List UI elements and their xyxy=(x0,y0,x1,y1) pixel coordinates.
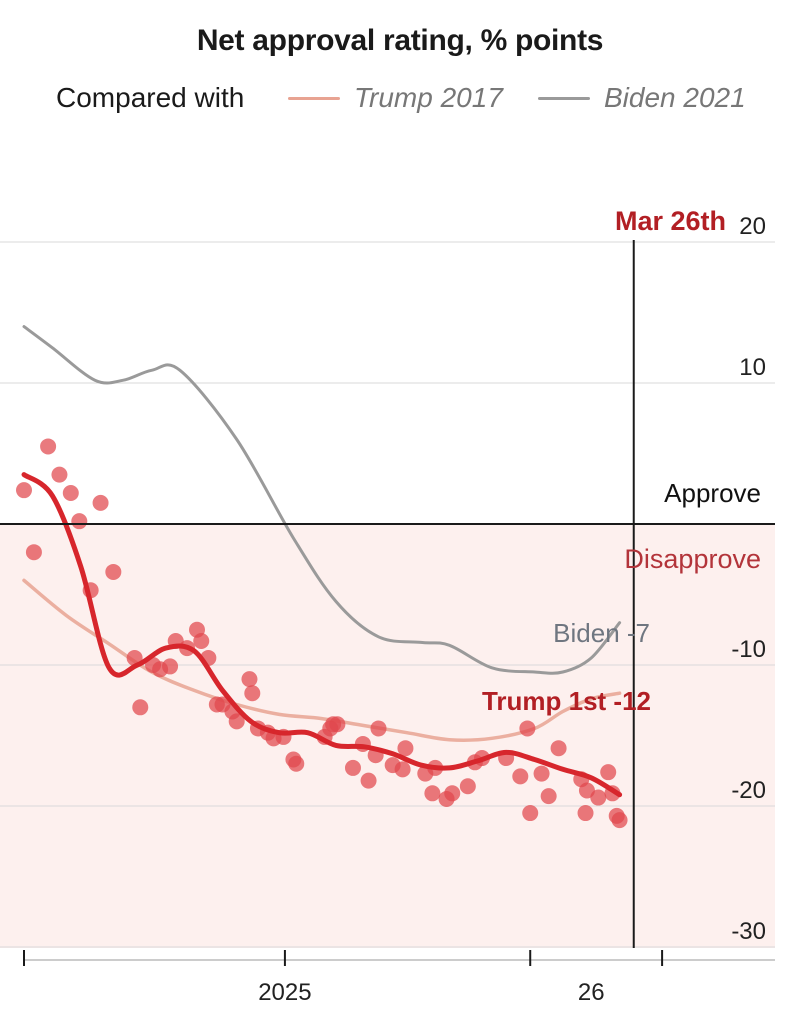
approve-label: Approve xyxy=(664,478,761,508)
poll-point xyxy=(519,720,536,737)
poll-point xyxy=(62,484,79,501)
poll-point xyxy=(162,658,179,675)
poll-point xyxy=(360,772,377,789)
poll-point xyxy=(540,788,557,805)
poll-point xyxy=(522,805,539,822)
legend-lead-text: Compared with xyxy=(56,82,245,113)
poll-point xyxy=(550,740,567,757)
y-tick-label: 10 xyxy=(739,354,766,381)
poll-point xyxy=(105,563,122,580)
poll-point xyxy=(370,720,387,737)
poll-point xyxy=(132,699,149,716)
disapprove-band xyxy=(0,524,775,948)
trump-first-end-label: Trump 1st -12 xyxy=(482,686,651,716)
series-line-trump-2025 xyxy=(21,472,623,798)
poll-point xyxy=(208,696,225,713)
poll-point xyxy=(533,765,550,782)
poll-point xyxy=(71,513,88,530)
poll-point xyxy=(394,761,411,778)
chart-title: Net approval rating, % points xyxy=(196,24,604,57)
poll-point xyxy=(611,812,628,829)
x-tick-label: 26 xyxy=(578,979,605,1006)
y-tick-label: -30 xyxy=(731,918,766,945)
poll-point xyxy=(51,466,68,483)
biden-end-label: Biden -7 xyxy=(553,618,650,648)
poll-point xyxy=(25,544,42,561)
legend-label-biden-2021: Biden 2021 xyxy=(604,82,746,113)
poll-point xyxy=(578,782,595,799)
poll-point xyxy=(329,716,346,733)
y-tick-label: -20 xyxy=(731,777,766,804)
legend-item-biden-2021: Biden 2021 xyxy=(538,82,746,114)
poll-point xyxy=(600,764,617,781)
legend-item-trump-2017: Trump 2017 xyxy=(288,82,503,114)
legend-label-trump-2017: Trump 2017 xyxy=(354,82,503,113)
poll-point xyxy=(40,438,57,455)
poll-point xyxy=(444,785,461,802)
y-tick-label: 20 xyxy=(739,213,766,240)
legend-swatch-biden-2021 xyxy=(538,96,590,100)
poll-point xyxy=(92,494,109,511)
poll-point xyxy=(241,671,258,688)
poll-point xyxy=(244,685,261,702)
poll-point xyxy=(512,768,529,785)
poll-point xyxy=(193,633,210,650)
y-tick-label: -10 xyxy=(731,636,766,663)
x-tick-label: 2025 xyxy=(258,979,311,1006)
disapprove-label: Disapprove xyxy=(624,544,761,574)
poll-point xyxy=(459,778,476,795)
poll-point xyxy=(285,751,302,768)
poll-point xyxy=(344,759,361,776)
poll-point xyxy=(397,740,414,757)
poll-point xyxy=(424,785,441,802)
poll-point xyxy=(16,482,32,499)
series-line-biden-2021 xyxy=(22,325,622,675)
legend-swatch-trump-2017 xyxy=(288,96,340,100)
current-date-label: Mar 26th xyxy=(615,206,726,236)
poll-point xyxy=(577,805,594,822)
